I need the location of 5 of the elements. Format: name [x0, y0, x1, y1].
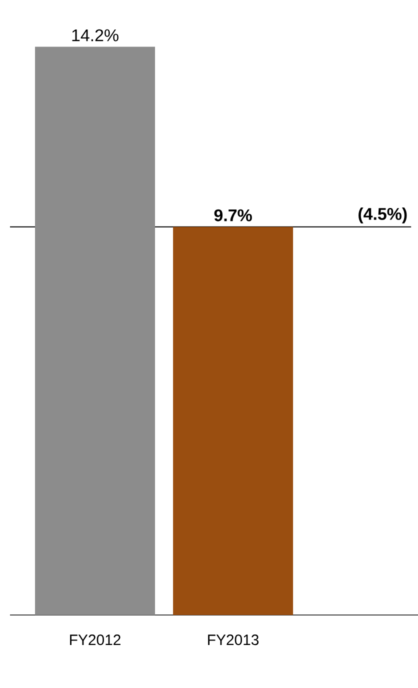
x-tick-label: FY2012 — [70, 634, 120, 646]
annotation: (4.5%) — [358, 208, 407, 224]
data-label: 9.7% — [214, 209, 252, 222]
data-label: 14.2% — [72, 29, 118, 42]
x-tick-label: FY2013 — [208, 634, 259, 646]
